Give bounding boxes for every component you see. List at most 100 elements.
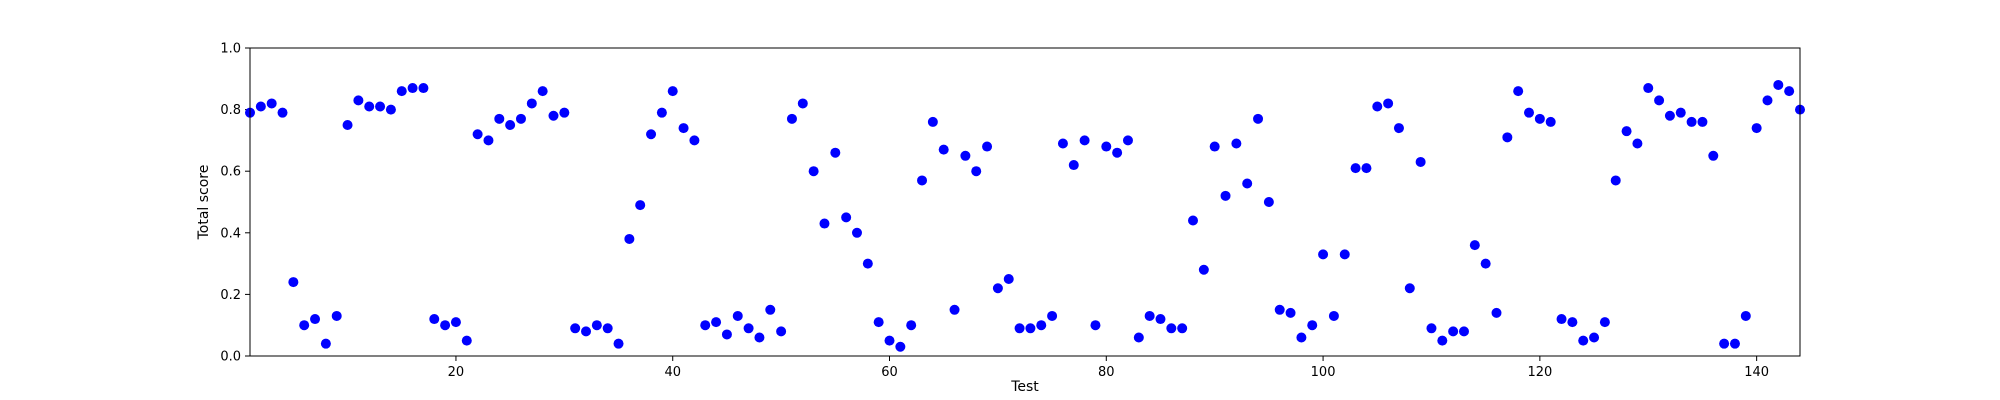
data-point — [1144, 310, 1155, 321]
data-point — [1393, 123, 1404, 134]
y-tick-label: 0.0 — [220, 350, 241, 365]
data-point — [700, 320, 711, 331]
data-point — [1545, 116, 1556, 127]
data-point — [646, 129, 657, 140]
data-point — [1318, 249, 1329, 260]
data-point — [711, 317, 722, 328]
y-axis-label: Total score — [196, 165, 212, 241]
data-point — [1664, 110, 1675, 121]
data-point — [1502, 132, 1513, 143]
data-point — [1047, 310, 1058, 321]
x-axis-ticks: 20 40 60 80 100 120 140 — [448, 356, 1769, 380]
data-point — [1404, 283, 1415, 294]
data-point — [906, 320, 917, 331]
data-point — [873, 317, 884, 328]
y-tick-label: 1.0 — [220, 42, 241, 57]
data-point — [310, 314, 321, 325]
data-point — [1231, 138, 1242, 149]
data-point — [1686, 116, 1697, 127]
data-point — [1155, 314, 1166, 325]
data-point — [938, 144, 949, 155]
data-point — [1708, 150, 1719, 161]
data-point — [776, 326, 787, 337]
data-point — [635, 200, 646, 211]
data-point — [949, 304, 960, 315]
data-point — [678, 123, 689, 134]
data-point — [1166, 323, 1177, 334]
data-point — [624, 233, 635, 244]
data-point — [1274, 304, 1285, 315]
x-tick-label: 60 — [881, 365, 898, 380]
data-point — [786, 113, 797, 124]
data-point — [1383, 98, 1394, 109]
data-point — [1101, 141, 1112, 152]
data-point — [1675, 107, 1686, 118]
data-point — [1458, 326, 1469, 337]
data-point — [375, 101, 386, 112]
data-point — [515, 113, 526, 124]
data-point — [754, 332, 765, 343]
data-point — [505, 120, 516, 130]
data-point — [483, 135, 494, 146]
data-point — [277, 107, 288, 118]
data-point — [440, 320, 451, 331]
data-point — [1643, 83, 1654, 94]
x-tick-label: 40 — [664, 365, 681, 380]
data-point — [732, 310, 743, 321]
data-point — [1415, 156, 1426, 167]
data-point — [1307, 320, 1318, 331]
data-point — [1491, 307, 1502, 318]
data-point — [1610, 175, 1621, 186]
data-point — [721, 329, 732, 340]
data-point — [1339, 249, 1350, 260]
data-point — [1285, 307, 1296, 318]
data-point — [1632, 138, 1643, 149]
data-point — [1426, 323, 1437, 334]
data-point — [851, 227, 862, 238]
data-point — [418, 83, 429, 94]
data-point — [1328, 310, 1339, 321]
data-point — [1296, 332, 1307, 343]
data-point — [1122, 135, 1133, 146]
data-point — [1729, 338, 1740, 349]
data-point — [429, 314, 440, 325]
data-points — [245, 79, 1805, 352]
data-point — [602, 323, 613, 334]
data-point — [1697, 116, 1708, 127]
data-point — [1350, 163, 1361, 174]
data-point — [765, 304, 776, 315]
y-tick-label: 0.8 — [220, 103, 241, 118]
data-point — [743, 323, 754, 334]
data-point — [1242, 178, 1253, 189]
plot-frame — [249, 47, 1801, 357]
data-point — [1534, 113, 1545, 124]
y-tick-label: 0.2 — [220, 288, 241, 303]
data-point — [1556, 314, 1567, 325]
data-point — [570, 323, 581, 334]
data-point — [1654, 95, 1665, 106]
data-point — [1448, 326, 1459, 337]
data-point — [1068, 160, 1079, 171]
data-point — [591, 320, 602, 331]
y-tick-label: 0.6 — [220, 165, 241, 180]
data-point — [830, 147, 841, 158]
data-point — [1773, 79, 1784, 90]
data-point — [407, 83, 418, 94]
data-point — [895, 341, 906, 352]
data-point — [1003, 274, 1014, 284]
data-point — [526, 98, 537, 109]
data-point — [1177, 323, 1188, 334]
data-point — [1469, 240, 1480, 251]
data-point — [667, 86, 678, 97]
data-point — [320, 338, 331, 349]
data-point — [1513, 86, 1524, 97]
data-point — [1589, 332, 1600, 343]
data-point — [1621, 126, 1632, 137]
data-point — [992, 283, 1003, 294]
data-point — [982, 141, 993, 152]
data-point — [613, 338, 624, 349]
data-point — [1578, 335, 1589, 346]
data-point — [1057, 138, 1068, 149]
data-point — [581, 326, 592, 337]
data-point — [1740, 310, 1751, 321]
